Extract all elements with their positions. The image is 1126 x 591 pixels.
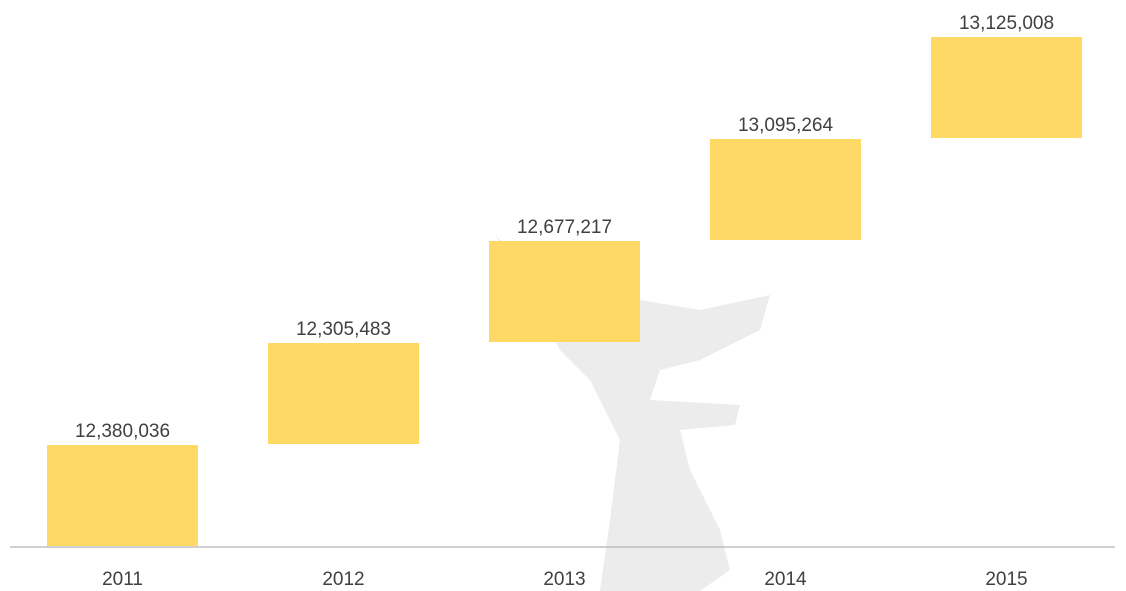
value-label: 12,305,483 bbox=[296, 319, 391, 340]
x-tick-label: 2013 bbox=[543, 569, 585, 590]
value-label: 13,095,264 bbox=[738, 115, 834, 136]
value-label: 13,125,008 bbox=[959, 13, 1054, 34]
x-tick-label: 2015 bbox=[985, 569, 1027, 590]
x-tick-label: 2012 bbox=[322, 569, 364, 590]
bar bbox=[268, 343, 419, 444]
value-label: 12,380,036 bbox=[75, 421, 170, 442]
bar bbox=[47, 445, 198, 546]
x-tick-label: 2014 bbox=[764, 569, 807, 590]
bar bbox=[931, 37, 1082, 138]
x-tick-label: 2011 bbox=[102, 569, 143, 590]
bar bbox=[710, 139, 861, 240]
bar bbox=[489, 241, 640, 342]
value-label: 12,677,217 bbox=[517, 217, 612, 238]
